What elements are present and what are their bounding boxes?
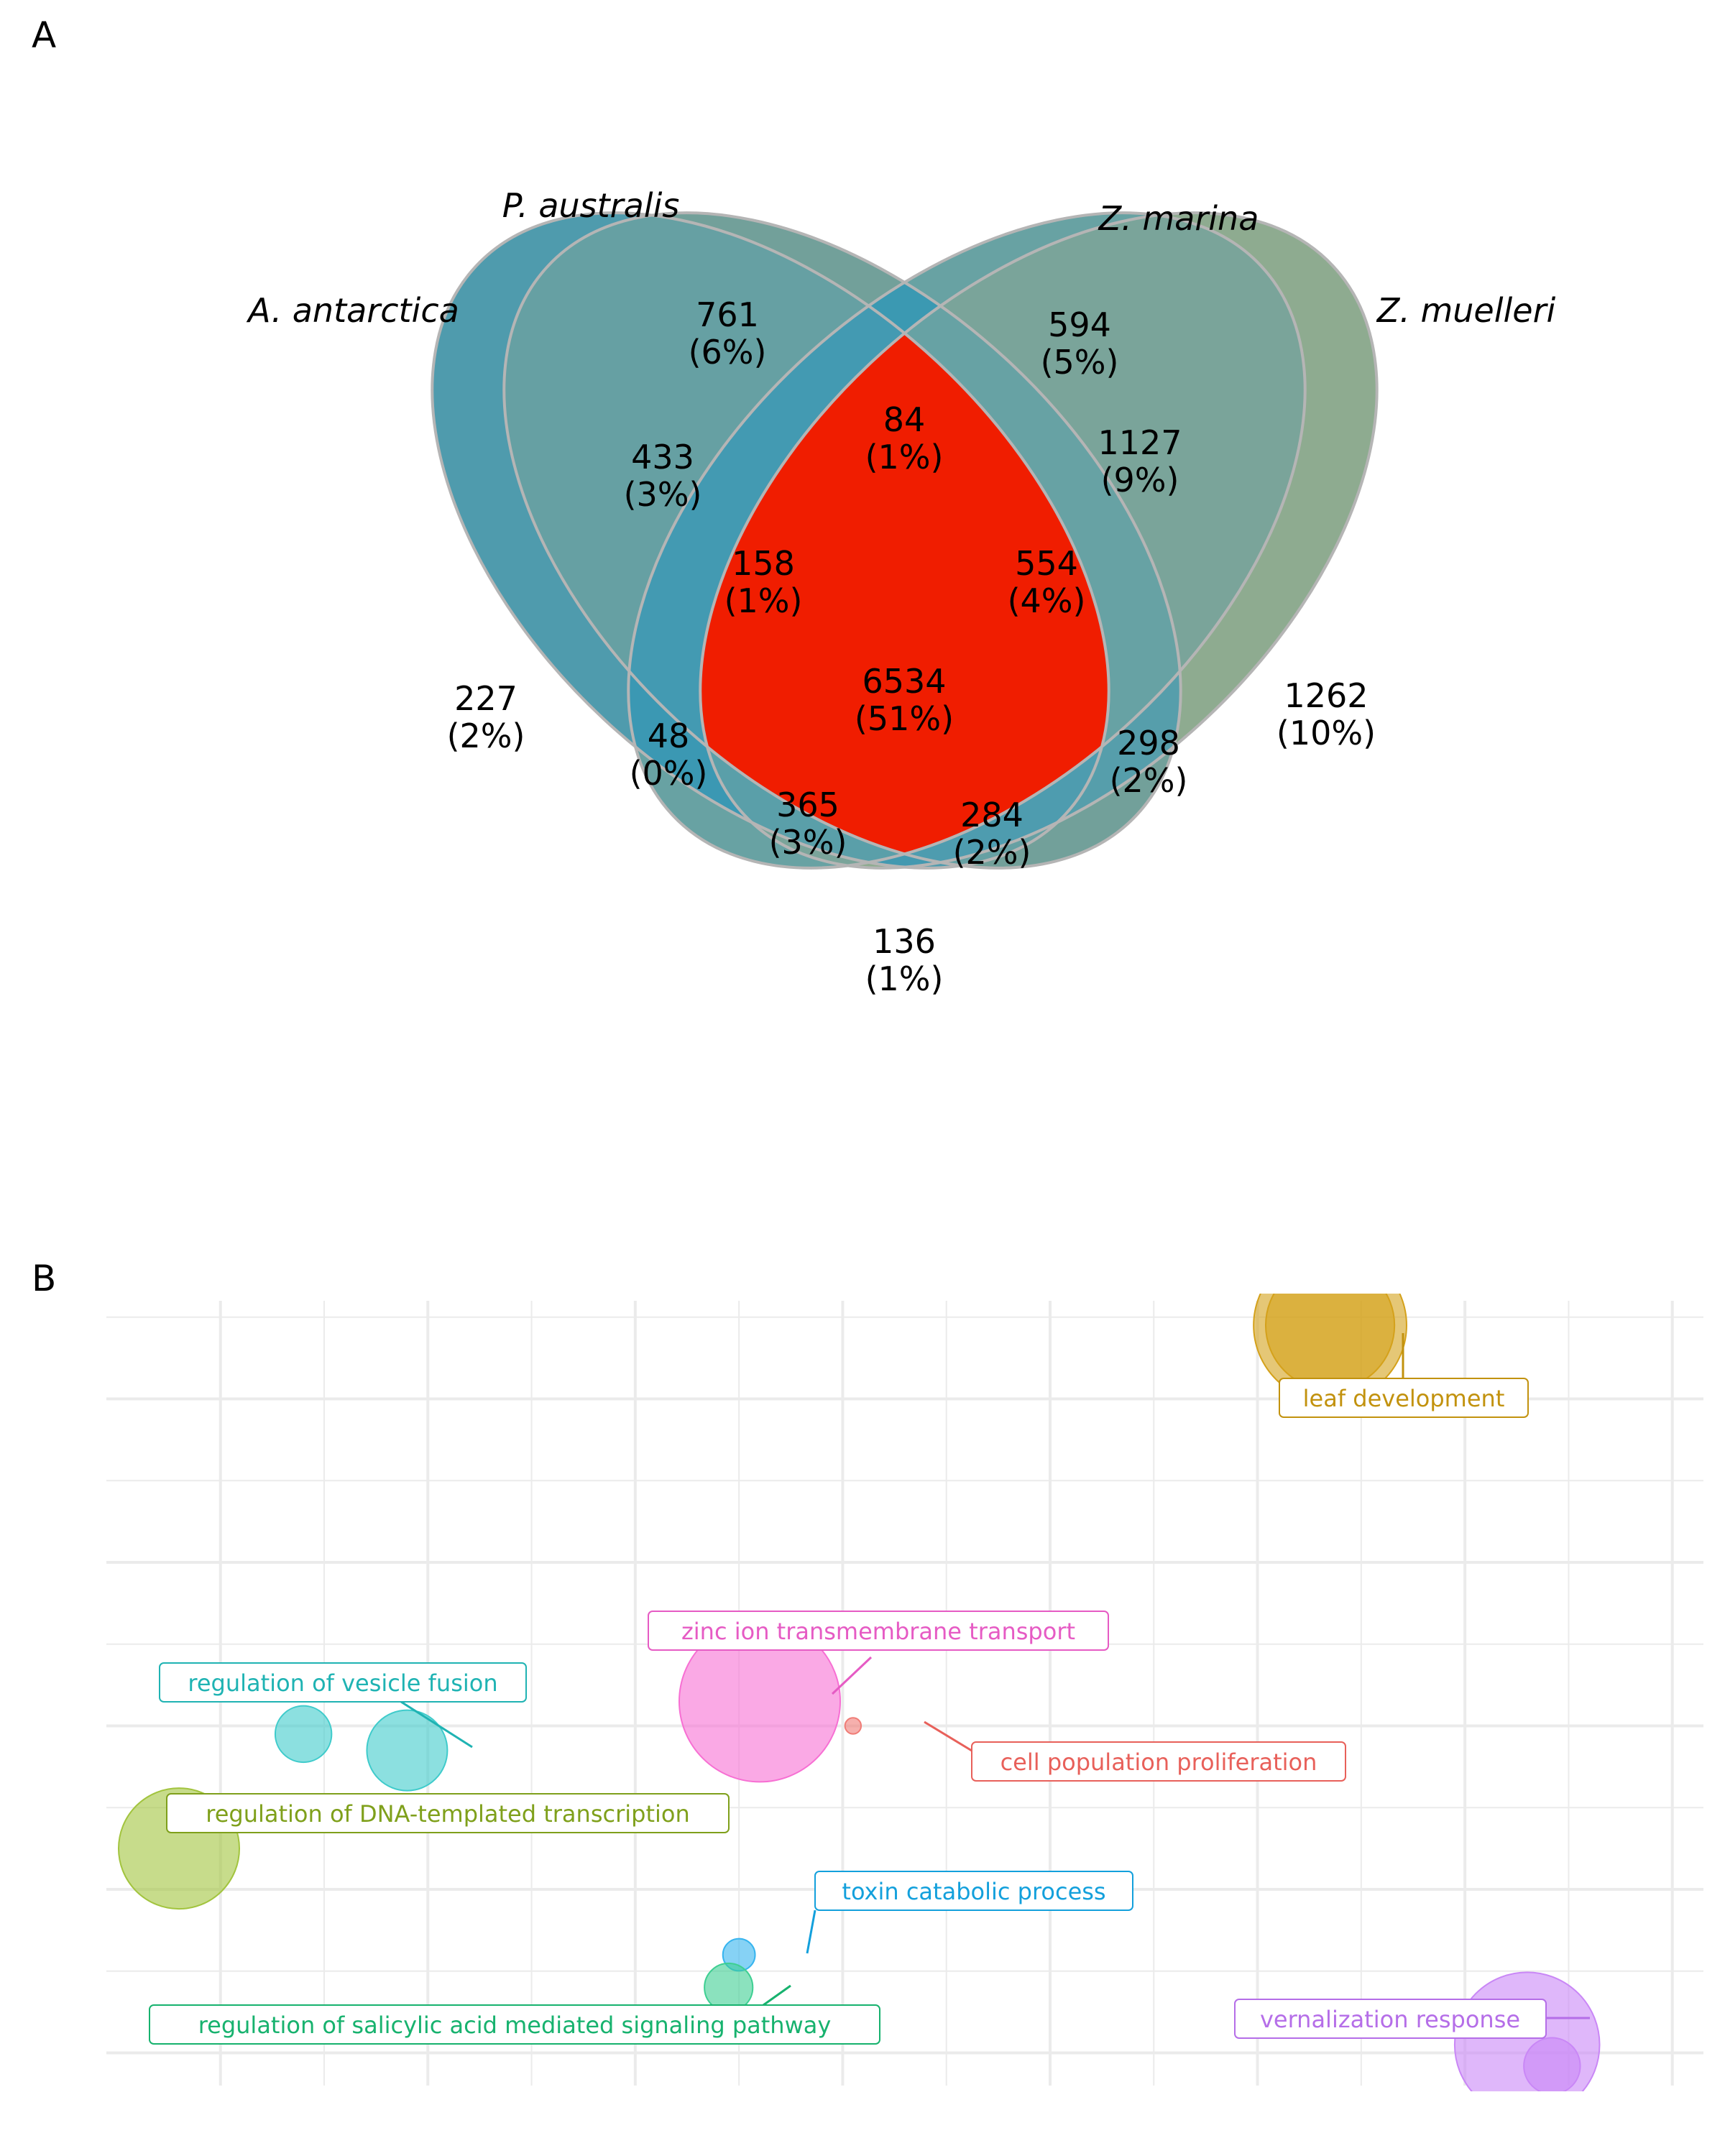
plot-bubbles xyxy=(118,1294,1601,2091)
region-label-pu: 298 (2%) xyxy=(1110,724,1188,800)
leader-zinc-ion-transmembrane-transport xyxy=(831,1656,873,1695)
bubble-scatter-plot: leaf development zinc ion transmembrane … xyxy=(106,1294,1703,2091)
region-label-pmu: 554 (4%) xyxy=(1008,544,1086,620)
label-cell-population-proliferation: cell population proliferation xyxy=(971,1741,1346,1782)
label-zinc-ion-transmembrane-transport: zinc ion transmembrane transport xyxy=(648,1611,1109,1651)
region-label-p-only: 761 (6%) xyxy=(689,295,767,372)
region-count-m-only: 594 xyxy=(1048,305,1111,344)
label-text-cell-population-proliferation: cell population proliferation xyxy=(1000,1749,1317,1776)
region-count-mu: 1127 xyxy=(1098,423,1182,462)
venn-outline-z-muelleri xyxy=(699,211,1379,870)
region-label-apm: 158 (1%) xyxy=(724,544,803,620)
region-count-am: 48 xyxy=(648,717,690,755)
region-label-ap: 433 (3%) xyxy=(624,438,702,514)
label-text-regulation-of-vesicle-fusion: regulation of vesicle fusion xyxy=(188,1669,497,1697)
region-count-amu: 365 xyxy=(776,786,840,824)
region-count-apu: 284 xyxy=(960,796,1024,834)
region-pct-am: (0%) xyxy=(630,754,708,793)
bubble-layer xyxy=(118,1294,1601,2091)
region-count-pm: 84 xyxy=(883,400,926,439)
region-count-u-only: 1262 xyxy=(1284,676,1368,715)
panel-label-b: B xyxy=(32,1258,56,1299)
venn-outlines xyxy=(431,211,1379,870)
region-pct-apu: (2%) xyxy=(953,833,1031,872)
venn-outline-z-marina xyxy=(627,211,1307,870)
label-text-vernalization-response: vernalization response xyxy=(1260,2006,1520,2033)
region-count-au: 136 xyxy=(873,922,936,961)
bubble-vernalization-response xyxy=(1523,2037,1581,2091)
region-count-all: 6534 xyxy=(862,662,946,701)
label-text-leaf-development: leaf development xyxy=(1303,1385,1505,1412)
label-text-zinc-ion-transmembrane-transport: zinc ion transmembrane transport xyxy=(681,1618,1075,1645)
region-label-am: 48 (0%) xyxy=(630,717,708,793)
label-text-regulation-of-dna-templated-transcription: regulation of DNA-templated transcriptio… xyxy=(206,1800,689,1828)
region-label-u-only: 1262 (10%) xyxy=(1276,676,1376,752)
region-pct-p-only: (6%) xyxy=(689,333,767,372)
region-label-apu: 284 (2%) xyxy=(953,796,1031,872)
leader-regulation-of-salicylic-acid xyxy=(763,1984,791,2007)
bubble-vernalization-response xyxy=(1453,1971,1601,2091)
region-pct-ap: (3%) xyxy=(624,475,702,514)
region-pct-m-only: (5%) xyxy=(1041,343,1119,382)
region-pct-au: (1%) xyxy=(865,959,944,998)
set-label-z-marina: Z. marina xyxy=(1098,199,1259,238)
region-count-a-only: 227 xyxy=(454,679,518,718)
venn-region-fills xyxy=(432,213,1377,868)
region-count-p-only: 761 xyxy=(696,295,759,334)
bubble-leaf-development xyxy=(1264,1294,1396,1391)
region-pct-pm: (1%) xyxy=(865,438,944,476)
leader-cell-population-proliferation xyxy=(924,1720,972,1752)
region-pct-apm: (1%) xyxy=(724,581,803,620)
label-regulation-of-salicylic-acid-mediated-signaling-pathway: regulation of salicylic acid mediated si… xyxy=(149,2004,880,2045)
region-label-m-only: 594 (5%) xyxy=(1041,305,1119,382)
region-label-amu: 365 (3%) xyxy=(769,786,847,862)
region-label-a-only: 227 (2%) xyxy=(447,679,525,755)
region-label-au: 136 (1%) xyxy=(865,922,944,998)
region-label-mu: 1127 (9%) xyxy=(1098,423,1182,499)
leader-toxin-catabolic-process xyxy=(806,1909,816,1954)
venn-outline-p-australis xyxy=(502,211,1182,870)
region-label-all: 6534 (51%) xyxy=(855,662,954,738)
label-toxin-catabolic-process: toxin catabolic process xyxy=(814,1871,1133,1911)
set-label-p-australis: P. australis xyxy=(502,186,680,225)
region-pct-all: (51%) xyxy=(855,699,954,738)
venn-outline-a-antarctica xyxy=(431,211,1110,870)
label-leaf-development: leaf development xyxy=(1279,1378,1529,1418)
label-text-regulation-of-salicylic-acid-mediated-signaling-pathway: regulation of salicylic acid mediated si… xyxy=(198,2012,832,2039)
region-count-pmu: 554 xyxy=(1015,544,1078,583)
region-pct-a-only: (2%) xyxy=(447,717,525,755)
set-label-z-muelleri: Z. muelleri xyxy=(1376,291,1556,330)
venn-region-labels: 227 (2%) 761 (6%) 594 (5%) 1262 (10%) 43… xyxy=(447,295,1376,998)
label-text-toxin-catabolic-process: toxin catabolic process xyxy=(842,1878,1105,1905)
venn-diagram: A. antarctica P. australis Z. marina Z. … xyxy=(246,186,1556,998)
region-count-apm: 158 xyxy=(732,544,795,583)
panel-label-a: A xyxy=(32,14,56,56)
region-pct-amu: (3%) xyxy=(769,823,847,862)
label-regulation-of-dna-templated-transcription: regulation of DNA-templated transcriptio… xyxy=(166,1793,730,1833)
label-regulation-of-vesicle-fusion: regulation of vesicle fusion xyxy=(159,1662,527,1703)
bubble-cell-population-proliferation xyxy=(844,1717,862,1735)
region-pct-pmu: (4%) xyxy=(1008,581,1086,620)
region-count-pu: 298 xyxy=(1117,724,1180,763)
region-label-pm: 84 (1%) xyxy=(865,400,944,476)
label-leader-lines xyxy=(400,1333,1590,2019)
set-label-a-antarctica: A. antarctica xyxy=(246,291,459,330)
region-pct-mu: (9%) xyxy=(1101,461,1179,499)
region-pct-pu: (2%) xyxy=(1110,761,1188,800)
bubble-regulation-of-vesicle-fusion xyxy=(366,1709,448,1792)
bubble-regulation-of-vesicle-fusion xyxy=(274,1705,333,1764)
label-vernalization-response: vernalization response xyxy=(1234,1999,1547,2039)
region-pct-u-only: (10%) xyxy=(1276,714,1376,752)
bubble-labels: leaf development zinc ion transmembrane … xyxy=(149,1378,1547,2045)
leader-regulation-of-vesicle-fusion xyxy=(400,1700,473,1749)
region-count-ap: 433 xyxy=(631,438,694,476)
